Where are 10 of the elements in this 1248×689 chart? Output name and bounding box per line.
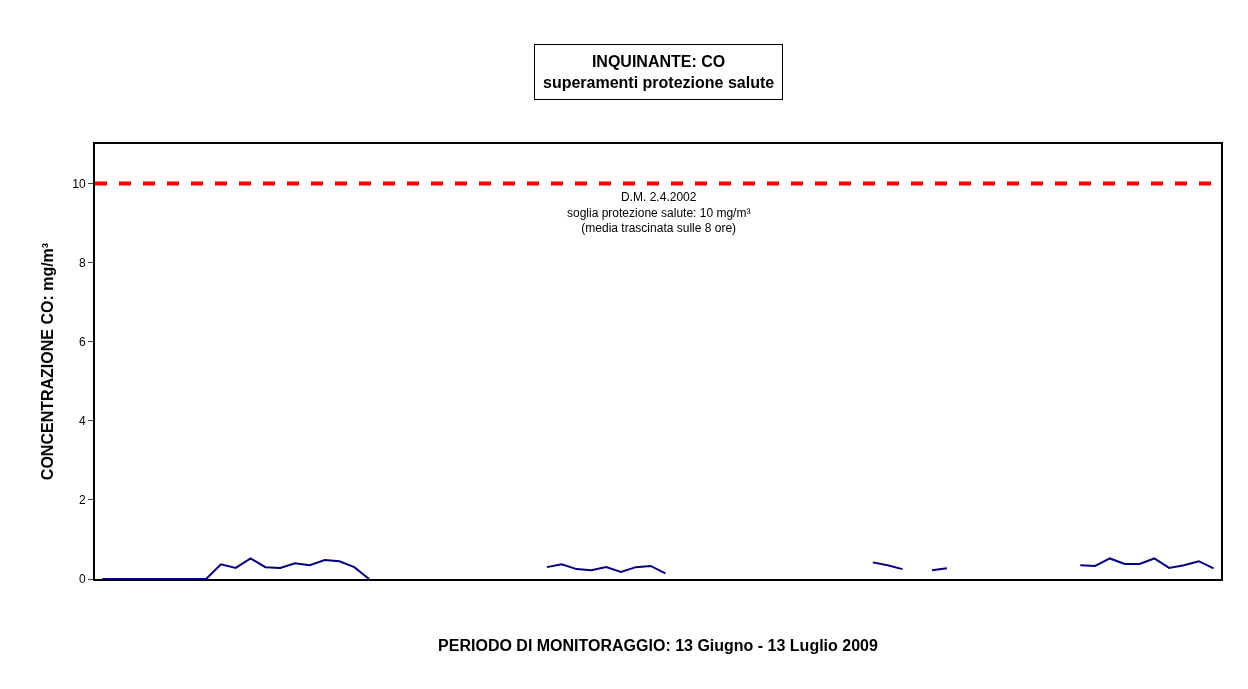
chart-title: INQUINANTE: CO superamenti protezione salute [543, 53, 775, 91]
y-tick-label: 2 [78, 493, 86, 508]
ref-line-label: D.M. 2.4.2002 soglia protezione salute: 10 mg/m³ (media trascinata sulle 8 ore) [567, 190, 751, 236]
y-tick-label: 4 [78, 414, 86, 429]
y-tick-label: 8 [78, 255, 86, 270]
y-tick-label: 0 [78, 572, 86, 587]
y-axis-title: CONCENTRAZIONE CO: mg/m³ [38, 242, 56, 481]
y-tick-label: 10 [72, 176, 86, 191]
y-tick-label: 6 [78, 334, 86, 349]
x-axis-title: PERIODO DI MONITORAGGIO: 13 Giugno - 13 Luglio 2009 [438, 637, 878, 655]
